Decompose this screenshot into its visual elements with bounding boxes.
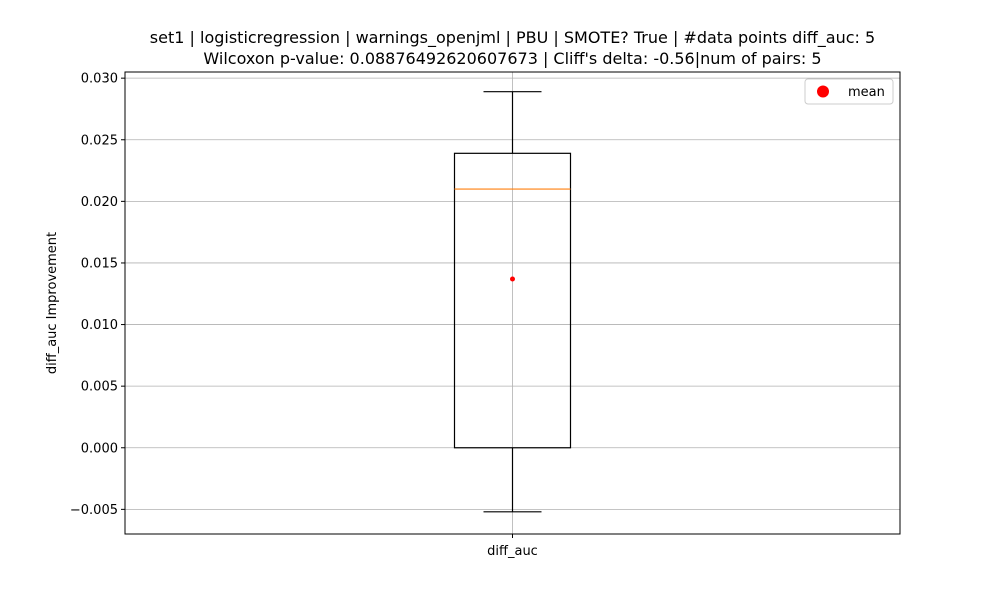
y-tick-label: 0.005: [81, 380, 118, 395]
mean-marker: [510, 276, 515, 282]
y-tick-label: 0.030: [81, 72, 118, 87]
x-axis: diff_auc: [487, 534, 538, 559]
box-plot: [453, 91, 572, 513]
legend-mean-marker: [817, 85, 829, 98]
y-axis: −0.005 0.000 0.005 0.010 0.015 0.020 0.025 0.03…: [70, 72, 125, 518]
chart-title-line-1: set1 | logisticregression | warnings_ope…: [150, 28, 875, 48]
y-axis-label: diff_auc Improvement: [45, 232, 60, 374]
y-tick-label: −0.005: [70, 503, 118, 518]
grid-lines: [125, 72, 900, 534]
legend-mean-label: mean: [848, 85, 885, 100]
chart-title-line-2: Wilcoxon p-value: 0.08876492620607673 | …: [203, 49, 821, 68]
y-tick-label: 0.025: [81, 133, 118, 148]
chart-title: set1 | logisticregression | warnings_ope…: [150, 28, 875, 68]
y-tick-label: 0.010: [81, 318, 118, 333]
interquartile-box: [453, 152, 572, 449]
legend: mean: [804, 78, 894, 105]
y-tick-label: 0.020: [81, 195, 118, 210]
y-tick-label: 0.000: [81, 441, 118, 456]
y-tick-label: 0.015: [81, 256, 118, 271]
x-tick-label: diff_auc: [487, 544, 538, 559]
legend-frame: [804, 78, 894, 105]
